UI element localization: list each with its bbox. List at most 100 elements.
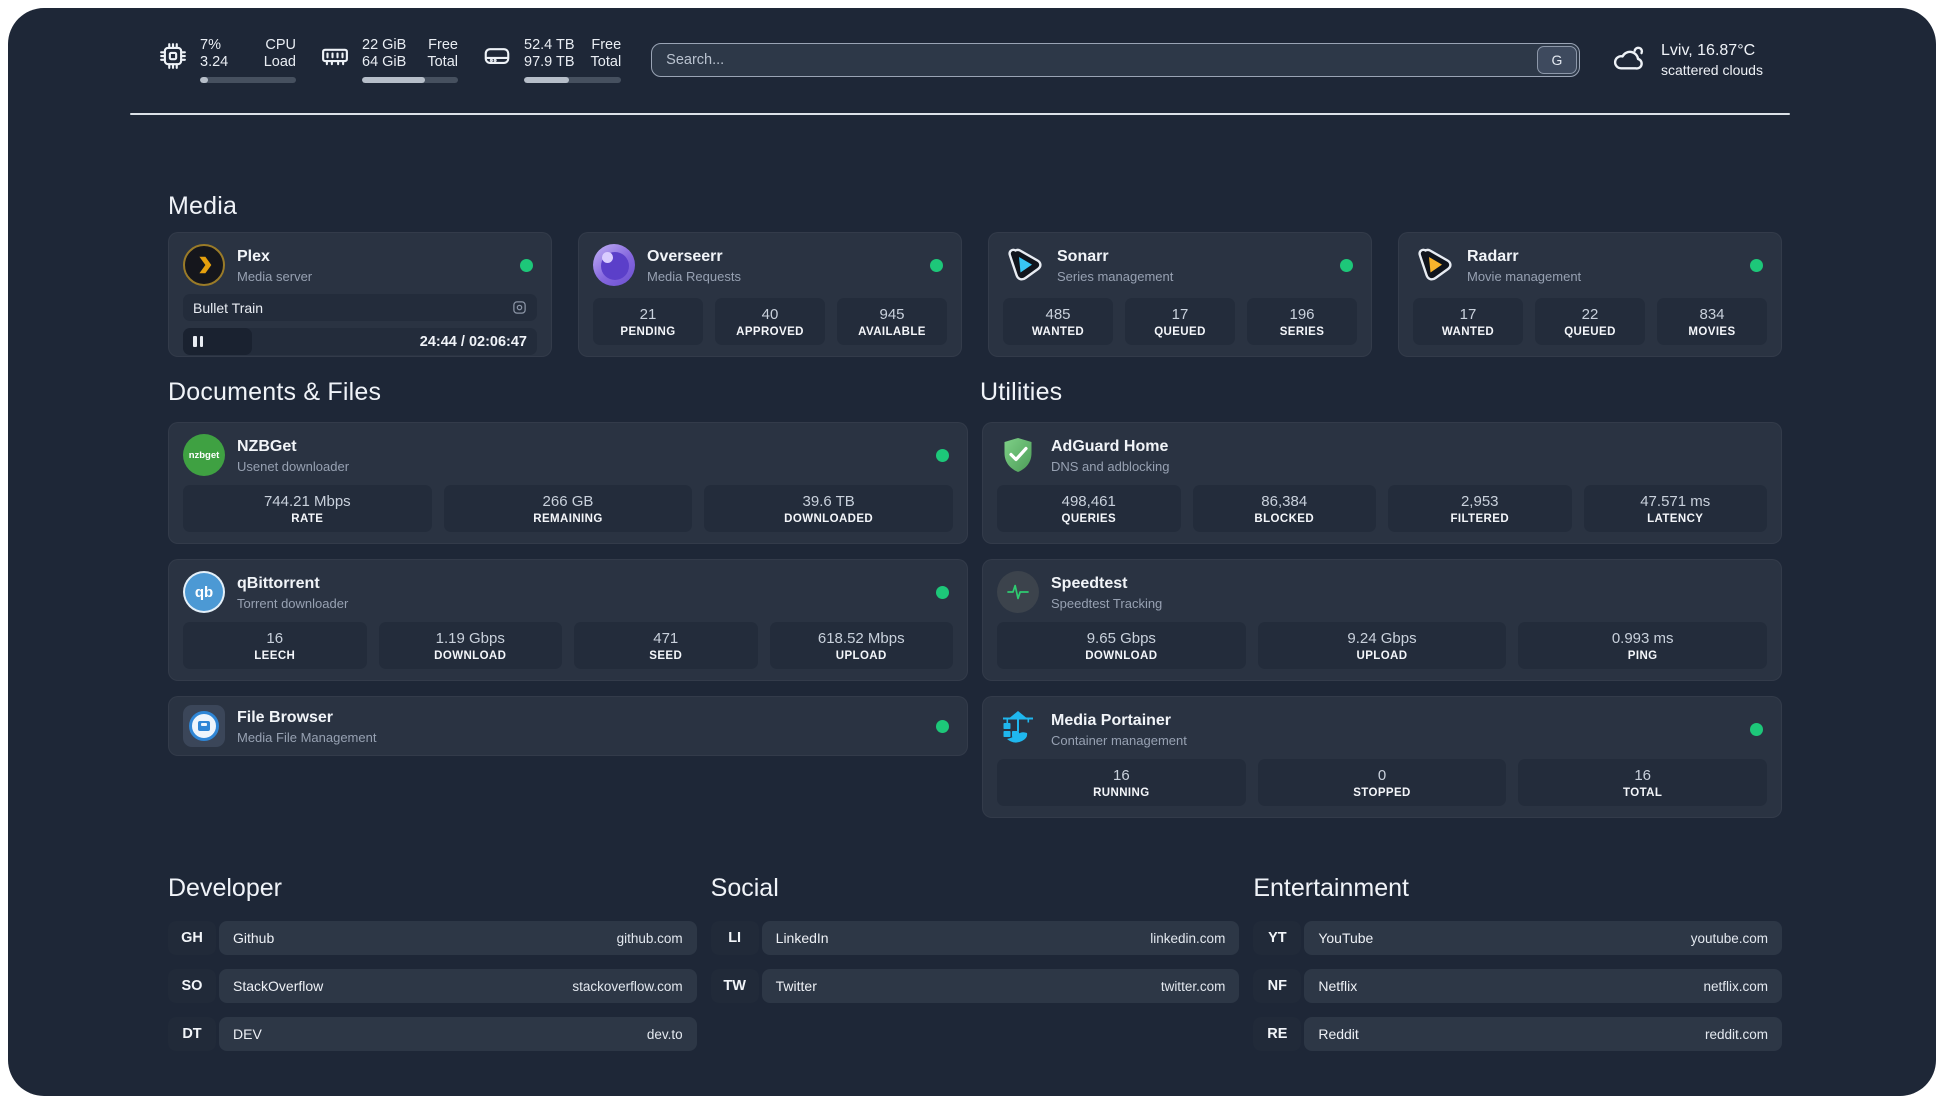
stat-tile-leech: 16 LEECH <box>183 622 367 669</box>
stat-tile-series: 196 SERIES <box>1247 298 1357 345</box>
section-title-utilities: Utilities <box>980 378 1063 406</box>
app-desc: Speedtest Tracking <box>1051 595 1163 611</box>
bookmark-name: Github <box>233 930 275 946</box>
bookmark-name: LinkedIn <box>775 930 829 946</box>
bookmark-row-dev[interactable]: DT DEV dev.to <box>168 1017 697 1051</box>
memory-free-value: 22 GiB <box>362 37 407 53</box>
section-title-social: Social <box>710 874 779 902</box>
bookmark-abbr: RE <box>1253 1017 1302 1051</box>
bookmark-row-stackoverflow[interactable]: SO StackOverflow stackoverflow.com <box>168 969 697 1003</box>
disk-free-label: Free <box>591 37 622 53</box>
pause-icon <box>193 336 203 347</box>
bookmark-row-twitter[interactable]: TW Twitter twitter.com <box>710 969 1240 1003</box>
app-name: File Browser <box>237 708 334 726</box>
plex-icon <box>183 244 225 286</box>
disk-stat: 52.4 TB Free 97.9 TB Total <box>482 37 622 83</box>
bookmark-row-youtube[interactable]: YT YouTube youtube.com <box>1253 921 1782 955</box>
section-title-documents: Documents & Files <box>168 378 382 406</box>
cpu-stat: 7% CPU 3.24 Load <box>158 37 296 83</box>
overseerr-card[interactable]: Overseerr Media Requests 21 PENDING 40 APP… <box>578 232 962 357</box>
header-bar: 7% CPU 3.24 Load 22 GiB Free 64 GiB Total <box>130 34 1790 86</box>
qbittorrent-card[interactable]: qb qBittorrent Torrent downloader 16 LEEC… <box>168 559 968 681</box>
sonarr-icon <box>1003 244 1045 286</box>
bookmark-row-github[interactable]: GH Github github.com <box>168 921 697 955</box>
search-input[interactable] <box>651 43 1580 77</box>
bookmark-abbr: GH <box>168 921 216 955</box>
app-name: Radarr <box>1467 247 1519 265</box>
status-online-dot <box>936 719 949 733</box>
cast-icon <box>512 300 527 315</box>
bookmark-group-developer: Developer GH Github github.com SO StackOv… <box>168 874 697 1051</box>
now-playing-title: Bullet Train <box>193 299 264 316</box>
bookmarks-section: Developer GH Github github.com SO StackOv… <box>168 874 1782 1051</box>
status-online-dot <box>1340 258 1353 272</box>
app-name: AdGuard Home <box>1051 437 1169 455</box>
bookmark-name: Twitter <box>775 978 817 994</box>
stat-tile-pending: 21 PENDING <box>593 298 703 345</box>
cpu-usage-value: 7% <box>200 37 221 53</box>
app-desc: Container management <box>1051 732 1187 748</box>
bookmark-url: linkedin.com <box>1150 930 1226 946</box>
filebrowser-card[interactable]: File Browser Media File Management <box>168 696 968 756</box>
status-online-dot <box>936 448 949 462</box>
search-provider-button[interactable]: G <box>1537 46 1577 74</box>
portainer-icon <box>997 708 1039 750</box>
bookmark-name: Reddit <box>1318 1026 1359 1042</box>
disk-icon <box>482 41 512 71</box>
nzbget-card[interactable]: nzbget NZBGet Usenet downloader 744.21 M… <box>168 422 968 544</box>
app-desc: Media Requests <box>647 268 741 284</box>
qbittorrent-icon: qb <box>183 571 225 613</box>
filebrowser-icon <box>183 705 225 747</box>
app-desc: Torrent downloader <box>237 595 349 611</box>
cloud-icon <box>1610 39 1648 82</box>
bookmark-name: StackOverflow <box>233 978 324 994</box>
app-name: qBittorrent <box>237 574 320 592</box>
stat-tile-queued: 22 QUEUED <box>1535 298 1645 345</box>
app-name: Speedtest <box>1051 574 1128 592</box>
bookmark-url: youtube.com <box>1690 930 1768 946</box>
bookmark-row-linkedin[interactable]: LI LinkedIn linkedin.com <box>710 921 1240 955</box>
header-divider <box>130 113 1790 115</box>
weather-condition: scattered clouds <box>1661 62 1763 78</box>
bookmark-abbr: LI <box>710 921 759 955</box>
stat-tile-wanted: 485 WANTED <box>1003 298 1113 345</box>
bookmark-row-reddit[interactable]: RE Reddit reddit.com <box>1253 1017 1782 1051</box>
memory-stat: 22 GiB Free 64 GiB Total <box>320 37 458 83</box>
portainer-card[interactable]: Media Portainer Container management 16 R… <box>982 696 1782 818</box>
stat-tile-total: 16 TOTAL <box>1518 759 1767 806</box>
plex-now-playing-row: Bullet Train <box>183 294 537 321</box>
app-desc: Media File Management <box>237 729 377 745</box>
bookmark-url: dev.to <box>646 1026 683 1042</box>
stat-tile-approved: 40 APPROVED <box>715 298 825 345</box>
bookmark-abbr: DT <box>168 1017 216 1051</box>
plex-card[interactable]: Plex Media server Bullet Train 24:44 / 0… <box>168 232 552 357</box>
stat-tile-rate: 744.21 Mbps RATE <box>183 485 432 532</box>
memory-progress-bar <box>362 77 458 83</box>
stat-tile-running: 16 RUNNING <box>997 759 1246 806</box>
stat-tile-download: 9.65 Gbps DOWNLOAD <box>997 622 1246 669</box>
speedtest-card[interactable]: Speedtest Speedtest Tracking 9.65 Gbps DO… <box>982 559 1782 681</box>
bookmark-url: netflix.com <box>1703 978 1768 994</box>
cpu-usage-label: CPU <box>265 37 296 53</box>
playback-progress-bar: 24:44 / 02:06:47 <box>183 328 537 355</box>
cpu-load-value: 3.24 <box>200 54 229 70</box>
bookmark-row-netflix[interactable]: NF Netflix netflix.com <box>1253 969 1782 1003</box>
status-online-dot <box>930 258 943 272</box>
radarr-card[interactable]: Radarr Movie management 17 WANTED 22 QUEUE… <box>1398 232 1782 357</box>
bookmark-url: reddit.com <box>1704 1026 1768 1042</box>
section-title-entertainment: Entertainment <box>1253 874 1409 902</box>
stat-tile-queries: 498,461 QUERIES <box>997 485 1181 532</box>
stat-tile-available: 945 AVAILABLE <box>837 298 947 345</box>
search-bar: G <box>651 43 1580 77</box>
bookmark-url: stackoverflow.com <box>572 978 683 994</box>
stat-tile-upload: 9.24 Gbps UPLOAD <box>1257 622 1507 669</box>
bookmark-url: twitter.com <box>1160 978 1226 994</box>
status-online-dot <box>1750 258 1763 272</box>
section-title-developer: Developer <box>168 874 282 902</box>
cpu-progress-bar <box>200 77 296 83</box>
stat-tile-blocked: 86,384 BLOCKED <box>1192 485 1376 532</box>
sonarr-card[interactable]: Sonarr Series management 485 WANTED 17 QUE… <box>988 232 1372 357</box>
adguard-card[interactable]: AdGuard Home DNS and adblocking 498,461 Q… <box>982 422 1782 544</box>
section-title-media: Media <box>168 192 238 220</box>
app-desc: Usenet downloader <box>237 458 350 474</box>
